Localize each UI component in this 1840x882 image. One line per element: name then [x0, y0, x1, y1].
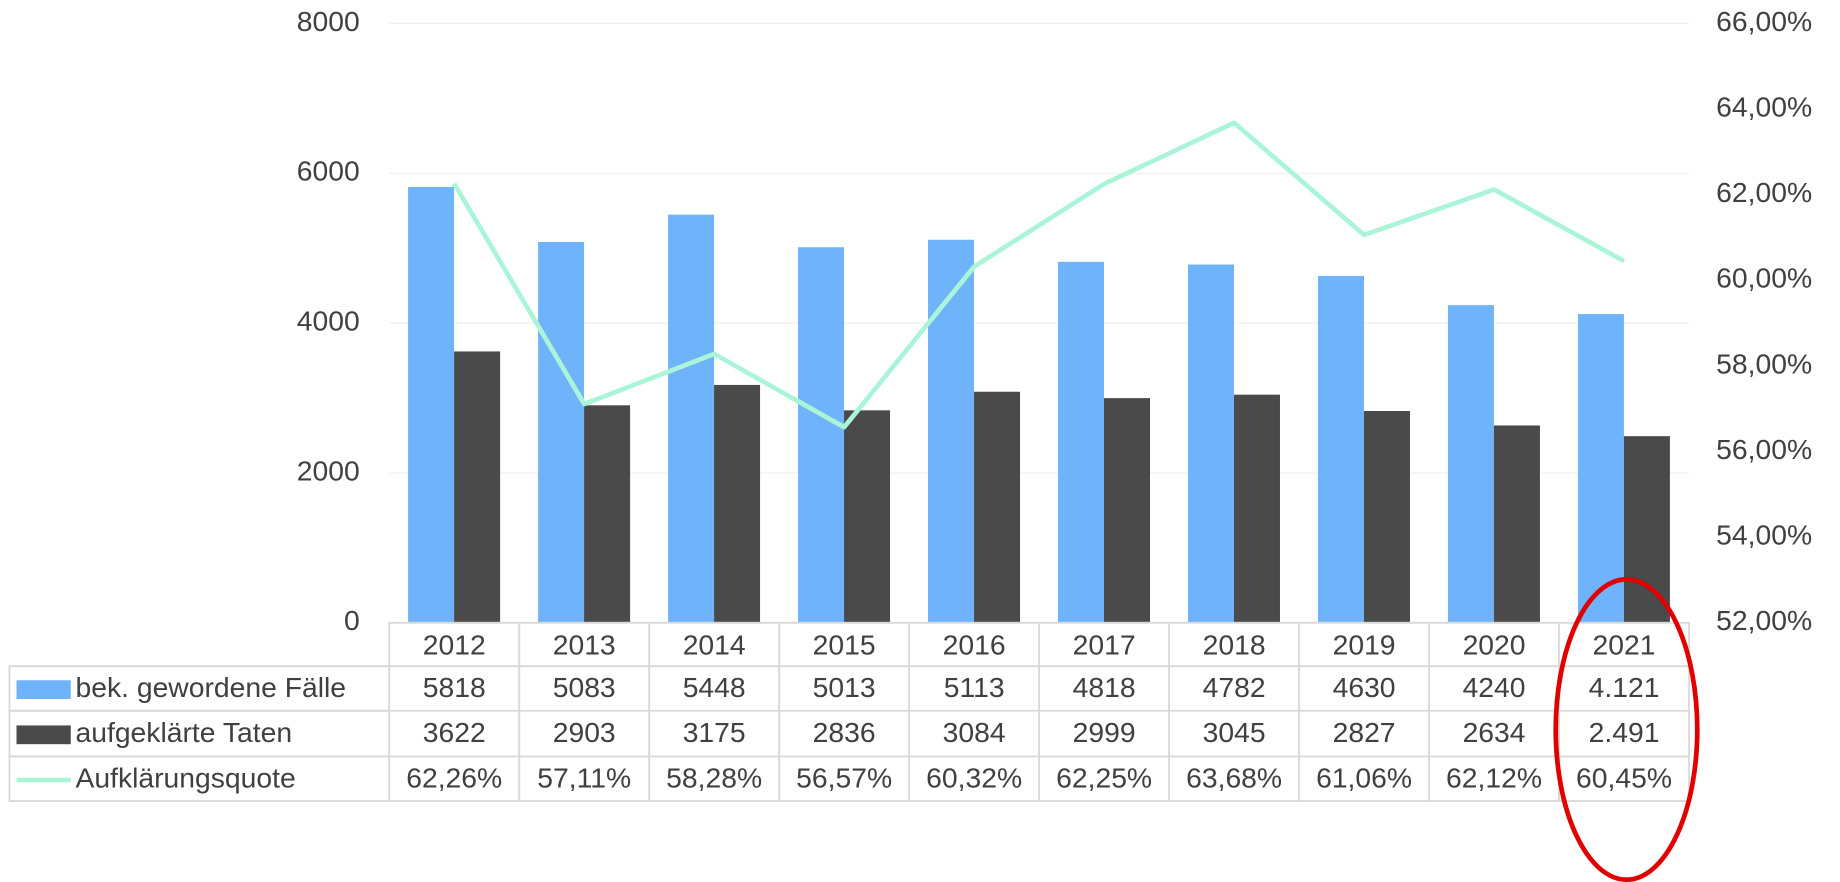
- table-value: 2827: [1333, 716, 1396, 748]
- x-tick-label: 2013: [553, 628, 616, 660]
- y2-tick-label: 64,00%: [1716, 91, 1812, 123]
- bar: [928, 239, 975, 623]
- legend-swatch: [16, 725, 71, 745]
- table-value: 3175: [683, 716, 746, 748]
- table-value: 3084: [943, 716, 1006, 748]
- table-value: 56,57%: [796, 761, 892, 793]
- bar: [1233, 394, 1280, 623]
- table-value: 57,11%: [537, 761, 631, 793]
- bar: [1104, 398, 1150, 623]
- table-value: 4782: [1203, 671, 1266, 703]
- y2-tick-label: 58,00%: [1716, 347, 1812, 379]
- table-value: 5448: [683, 671, 746, 703]
- bar: [1577, 314, 1624, 623]
- legend-label: bek. gewordene Fälle: [75, 671, 346, 703]
- x-tick-label: 2012: [423, 628, 486, 660]
- bar: [538, 241, 585, 623]
- bar: [1363, 411, 1410, 623]
- x-tick-label: 2014: [683, 628, 746, 660]
- y-tick-label: 8000: [297, 5, 360, 37]
- bar: [1058, 261, 1104, 623]
- y2-tick-label: 60,00%: [1716, 262, 1812, 294]
- bar: [1493, 425, 1540, 623]
- table-value: 3622: [423, 716, 486, 748]
- bar: [1447, 305, 1494, 623]
- table-value: 2.491: [1589, 716, 1660, 748]
- bar: [714, 384, 761, 623]
- y-tick-label: 2000: [297, 454, 360, 486]
- bar: [584, 405, 631, 623]
- highlight-ellipse: [1553, 577, 1700, 882]
- table-value: 58,28%: [666, 761, 762, 793]
- legend-label: aufgeklärte Taten: [75, 716, 292, 748]
- bar: [668, 214, 715, 623]
- x-tick-label: 2017: [1073, 628, 1136, 660]
- table-value: 5013: [813, 671, 876, 703]
- y2-tick-label: 62,00%: [1716, 176, 1812, 208]
- table-value: 60,32%: [926, 761, 1022, 793]
- table-value: 62,26%: [406, 761, 502, 793]
- bar: [798, 247, 845, 623]
- table-value: 2634: [1463, 716, 1526, 748]
- legend-label: Aufklärungsquote: [75, 761, 295, 793]
- bar: [408, 186, 455, 623]
- x-tick-label: 2019: [1333, 628, 1396, 660]
- bar: [1187, 264, 1234, 623]
- y-tick-label: 4000: [297, 305, 360, 337]
- table-value: 5818: [423, 671, 486, 703]
- table-value: 4.121: [1589, 671, 1660, 703]
- x-tick-label: 2021: [1593, 628, 1656, 660]
- y2-tick-label: 56,00%: [1716, 433, 1812, 465]
- y-tick-label: 0: [344, 604, 360, 636]
- table-value: 63,68%: [1186, 761, 1282, 793]
- table-value: 2836: [813, 716, 876, 748]
- x-tick-label: 2015: [813, 628, 876, 660]
- table-value: 4818: [1073, 671, 1136, 703]
- table-value: 3045: [1203, 716, 1266, 748]
- table-value: 5083: [553, 671, 616, 703]
- bar: [1623, 436, 1670, 623]
- table-value: 2903: [553, 716, 616, 748]
- table-value: 4630: [1333, 671, 1396, 703]
- bar: [454, 351, 501, 623]
- bar: [974, 391, 1021, 623]
- table-value: 62,12%: [1446, 761, 1542, 793]
- table-value: 61,06%: [1316, 761, 1412, 793]
- table-value: 62,25%: [1056, 761, 1152, 793]
- bar: [1317, 275, 1364, 623]
- y2-tick-label: 66,00%: [1716, 5, 1812, 37]
- y2-tick-label: 54,00%: [1716, 519, 1812, 551]
- y2-tick-label: 52,00%: [1716, 604, 1812, 636]
- table-value: 4240: [1463, 671, 1526, 703]
- x-tick-label: 2018: [1203, 628, 1266, 660]
- table-value: 5113: [944, 671, 1005, 703]
- bar: [844, 410, 891, 623]
- table-value: 60,45%: [1576, 761, 1672, 793]
- legend-swatch: [16, 680, 71, 700]
- quote-line: [452, 120, 1626, 430]
- x-tick-label: 2016: [943, 628, 1006, 660]
- table-value: 2999: [1073, 716, 1136, 748]
- x-tick-label: 2020: [1463, 628, 1526, 660]
- y-tick-label: 6000: [297, 155, 360, 187]
